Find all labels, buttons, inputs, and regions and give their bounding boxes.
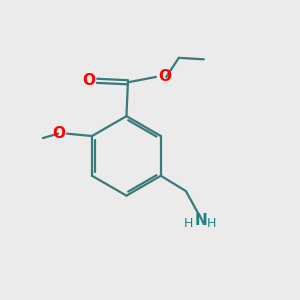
Text: O: O [158,70,171,85]
Text: O: O [52,126,65,141]
Text: N: N [194,213,207,228]
Text: H: H [184,217,194,230]
Text: O: O [82,73,95,88]
Text: H: H [207,217,216,230]
